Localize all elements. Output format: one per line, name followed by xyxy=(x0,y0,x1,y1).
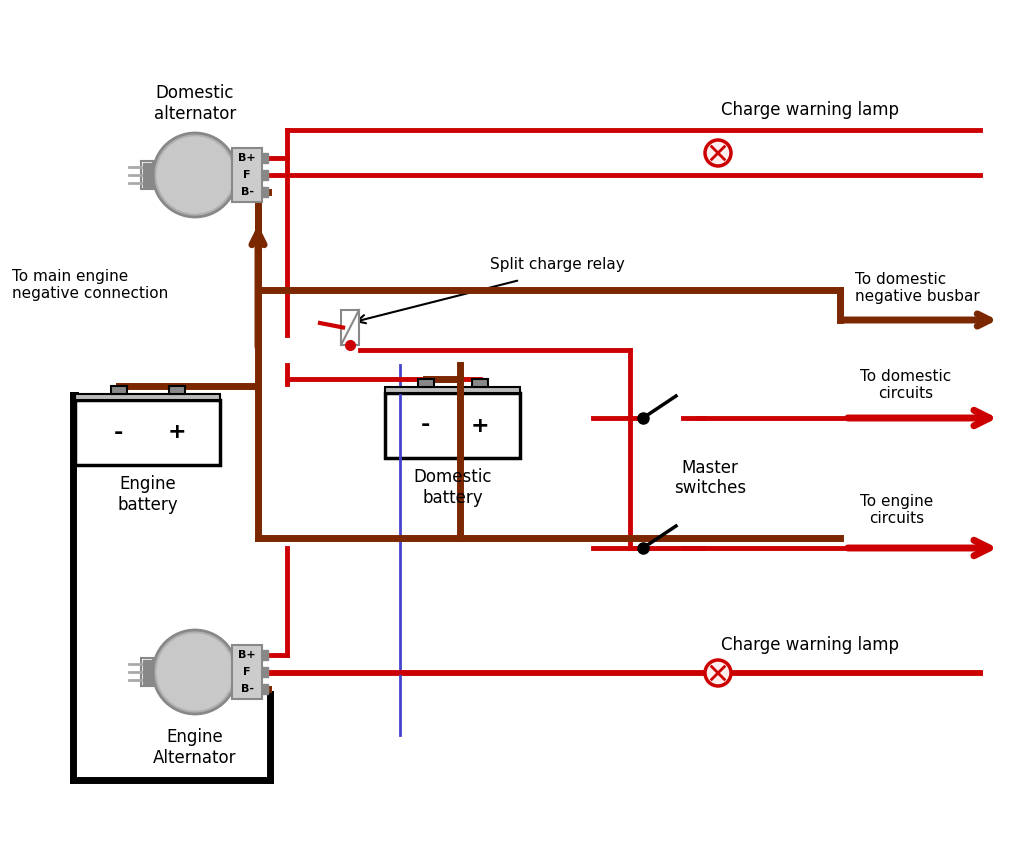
Text: Split charge relay: Split charge relay xyxy=(490,257,625,273)
Text: F: F xyxy=(244,667,251,677)
Text: +: + xyxy=(470,415,488,436)
Text: B-: B- xyxy=(241,187,254,197)
Circle shape xyxy=(157,634,233,710)
Text: Domestic
alternator: Domestic alternator xyxy=(154,84,237,123)
Text: F: F xyxy=(244,170,251,180)
Bar xyxy=(75,394,220,400)
Text: -: - xyxy=(421,415,430,436)
Text: Charge warning lamp: Charge warning lamp xyxy=(721,636,899,654)
Text: To main engine
negative connection: To main engine negative connection xyxy=(12,269,168,301)
Bar xyxy=(262,684,268,694)
Circle shape xyxy=(153,133,237,217)
Bar xyxy=(141,161,153,189)
Text: B+: B+ xyxy=(239,153,256,163)
Text: Domestic
battery: Domestic battery xyxy=(414,468,492,507)
Bar xyxy=(262,187,268,197)
Text: -: - xyxy=(114,422,123,443)
Circle shape xyxy=(157,137,233,213)
Bar xyxy=(418,379,433,387)
Bar xyxy=(341,310,359,345)
Bar xyxy=(232,148,262,202)
Bar xyxy=(75,400,220,465)
Bar xyxy=(111,386,127,394)
Bar xyxy=(471,379,487,387)
Text: Master
switches: Master switches xyxy=(674,458,746,498)
Text: B+: B+ xyxy=(239,650,256,660)
Bar xyxy=(169,386,184,394)
Text: Engine
Alternator: Engine Alternator xyxy=(154,728,237,767)
Text: To engine
circuits: To engine circuits xyxy=(860,494,933,526)
Bar xyxy=(262,650,268,660)
Text: B-: B- xyxy=(241,684,254,694)
Circle shape xyxy=(705,660,731,686)
Bar xyxy=(385,387,520,393)
Bar xyxy=(262,170,268,180)
Text: Engine
battery: Engine battery xyxy=(117,475,178,514)
Bar xyxy=(262,153,268,163)
Text: To domestic
negative busbar: To domestic negative busbar xyxy=(855,272,980,305)
Bar xyxy=(232,645,262,699)
Text: +: + xyxy=(167,422,185,443)
Circle shape xyxy=(153,630,237,714)
Bar xyxy=(262,667,268,677)
Bar xyxy=(385,393,520,458)
Bar xyxy=(143,163,153,187)
Text: Charge warning lamp: Charge warning lamp xyxy=(721,101,899,119)
Bar xyxy=(143,660,153,684)
Circle shape xyxy=(705,140,731,166)
Text: To domestic
circuits: To domestic circuits xyxy=(860,369,951,402)
Bar xyxy=(141,658,153,686)
